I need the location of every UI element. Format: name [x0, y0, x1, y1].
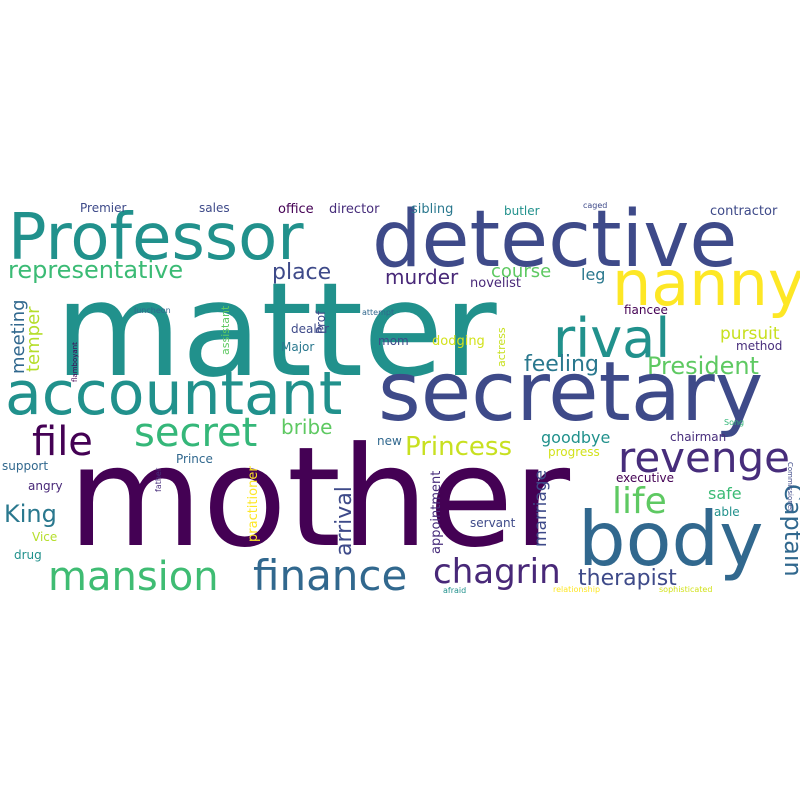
word-chairman: chairman: [670, 430, 726, 444]
word-temper: temper: [23, 306, 44, 372]
word-life: life: [612, 481, 667, 522]
word-office: office: [278, 202, 314, 217]
word-director: director: [329, 202, 380, 217]
word-body: body: [578, 495, 764, 583]
word-Professor: Professor: [8, 201, 304, 275]
word-place: place: [272, 260, 331, 285]
word-representative: representative: [8, 256, 183, 284]
word-able: able: [714, 505, 740, 519]
word-new: new: [377, 434, 402, 448]
word-Major: Major: [281, 340, 314, 354]
word-mom: mom: [378, 334, 409, 348]
word-murder: murder: [385, 265, 459, 289]
word-goodbye: goodbye: [541, 428, 610, 447]
word-Premier: Premier: [80, 201, 126, 215]
word-pursuit: pursuit: [720, 324, 780, 344]
word-attempt: attempt: [362, 308, 394, 317]
word-rival: rival: [553, 307, 670, 370]
word-mother: mother: [68, 417, 570, 578]
word-flamboyant: flamboyant: [71, 342, 79, 382]
word-Princess: Princess: [405, 432, 512, 462]
word-secret: secret: [134, 410, 257, 456]
word-dodging: dodging: [432, 334, 485, 349]
word-servant: servant: [470, 516, 516, 530]
word-contractor: contractor: [710, 204, 778, 219]
word-detective: detective: [372, 195, 737, 285]
word-executive: executive: [616, 471, 674, 485]
word-therapist: therapist: [578, 566, 677, 591]
word-Prince: Prince: [176, 452, 213, 466]
word-Vice: Vice: [32, 530, 57, 544]
word-Prof: Prof: [314, 310, 328, 334]
word-matter: matter: [55, 254, 497, 406]
word-sibling: sibling: [411, 202, 453, 217]
word-marriage: marriage: [531, 470, 551, 547]
word-chagrin: chagrin: [433, 552, 561, 592]
word-angry: angry: [28, 479, 63, 493]
word-safe: safe: [708, 484, 742, 503]
word-sophisticated: sophisticated: [659, 585, 712, 594]
word-finance: finance: [253, 551, 407, 600]
word-support: support: [2, 459, 48, 473]
word-bribe: bribe: [281, 415, 332, 439]
word-revenge: revenge: [618, 433, 790, 482]
word-method: method: [736, 339, 782, 353]
word-King: King: [4, 500, 57, 528]
word-Captain: Captain: [779, 484, 800, 577]
word-drug: drug: [14, 548, 42, 562]
word-nanny: nanny: [612, 247, 800, 320]
word-father: father: [154, 467, 163, 492]
word-fiancee: fiancee: [624, 303, 668, 317]
word-practitioner: practitioner: [246, 466, 261, 542]
word-sales: sales: [199, 201, 230, 215]
word-mansion: mansion: [48, 554, 219, 600]
word-actress: actress: [495, 327, 508, 367]
word-caged: caged: [583, 201, 607, 210]
word-Song: Song: [724, 418, 744, 427]
word-leg: leg: [581, 265, 605, 284]
word-assistant: assistant: [219, 305, 232, 355]
word-file: file: [32, 419, 93, 465]
word-accountant: accountant: [5, 359, 342, 429]
word-relationship: relationship: [553, 585, 600, 594]
word-novelist: novelist: [470, 276, 521, 291]
word-secretary: secretary: [378, 345, 763, 440]
word-dealer: dealer: [291, 322, 329, 336]
word-arrival: arrival: [332, 486, 357, 556]
word-course: course: [491, 261, 551, 282]
word-meeting: meeting: [8, 299, 29, 374]
word-luncheon: luncheon: [134, 306, 171, 315]
word-afraid: afraid: [443, 586, 466, 595]
word-appointment: appointment: [429, 471, 444, 554]
word-feeling: feeling: [524, 352, 599, 377]
word-progress: progress: [548, 445, 600, 459]
word-President: President: [647, 352, 759, 380]
word-butler: butler: [504, 204, 540, 218]
word-Commissioner: Commissioner: [786, 462, 794, 512]
